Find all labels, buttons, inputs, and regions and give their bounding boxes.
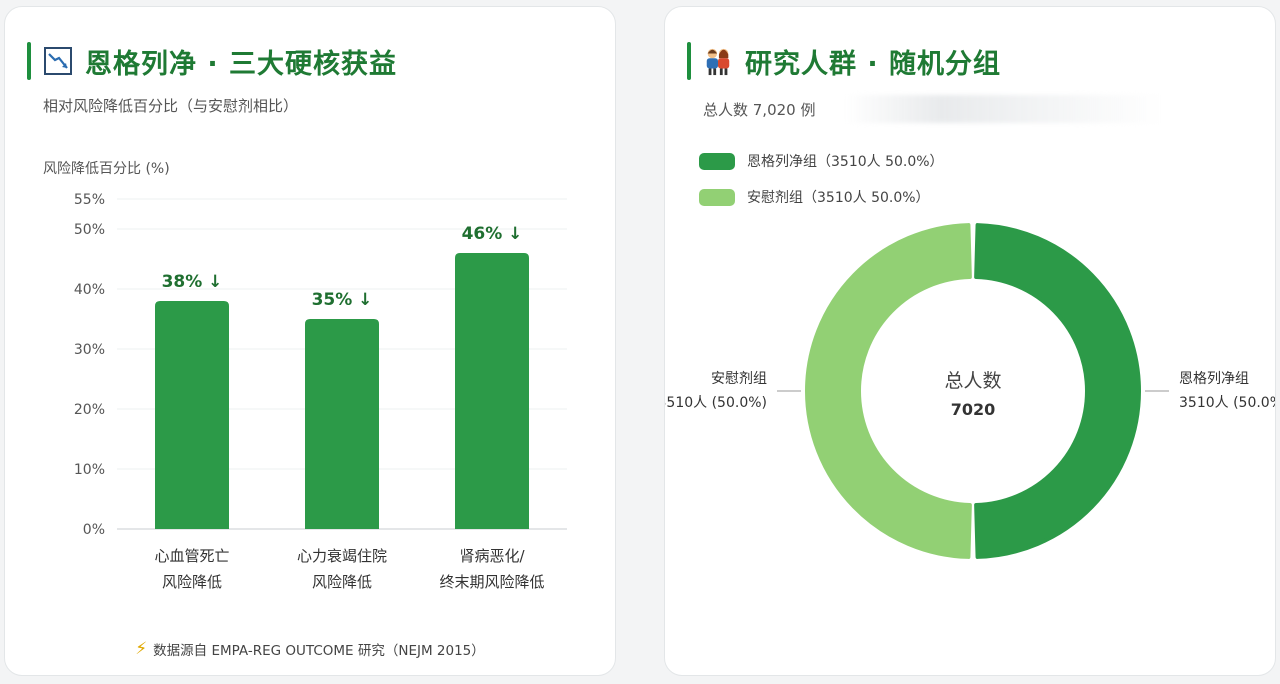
title-accent-bar [687, 42, 691, 80]
x-category-label: 肾病恶化/ [459, 547, 525, 565]
bar-value-label: 38% ↓ [162, 272, 223, 292]
x-category-label: 心血管死亡 [154, 547, 229, 565]
bar [155, 301, 229, 529]
left-card-title: 恩格列净 · 三大硬核获益 [85, 48, 398, 80]
bar [455, 253, 529, 529]
right-card: 研究人群 · 随机分组 总人数 7,020 例 恩格列净组（3510人 50.0… [664, 6, 1276, 676]
right-card-title: 研究人群 · 随机分组 [745, 48, 1002, 80]
title-accent-bar [27, 42, 31, 80]
bar-chart: 风险降低百分比 (%) 0% 10% 20% 30% 40% 50% 55% 38% ↓ 心血管死… [43, 161, 567, 591]
right-card-subtitle: 总人数 7,020 例 [703, 101, 816, 119]
data-source-note: ⚡ 数据源自 EMPA-REG OUTCOME 研究（NEJM 2015） [5, 639, 615, 659]
legend-label-placebo: 安慰剂组（3510人 50.0%） [747, 190, 930, 206]
bar [305, 319, 379, 529]
y-tick-label: 0% [83, 522, 105, 538]
y-tick-label: 30% [74, 342, 105, 358]
legend-item-placebo: 安慰剂组（3510人 50.0%） [699, 179, 944, 215]
data-source-text: 数据源自 EMPA-REG OUTCOME 研究（NEJM 2015） [153, 643, 485, 659]
bar-value-label: 46% ↓ [462, 224, 523, 244]
left-card: 恩格列净 · 三大硬核获益 相对风险降低百分比（与安慰剂相比） 风险降低百分比 … [4, 6, 616, 676]
right-title-row: 研究人群 · 随机分组 [687, 41, 1001, 81]
legend-label-empagliflozin: 恩格列净组（3510人 50.0%） [747, 154, 944, 170]
people-icon [703, 46, 733, 76]
blurred-region [845, 95, 1165, 123]
callout-label-right: 3510人 (50.0%) [1179, 395, 1276, 411]
y-tick-label: 20% [74, 402, 105, 418]
y-tick-label: 40% [74, 282, 105, 298]
donut-slice [974, 223, 1141, 559]
x-category-label: 心力衰竭住院 [297, 547, 387, 565]
callout-label-left: 安慰剂组 [711, 370, 767, 387]
y-tick-label: 50% [74, 222, 105, 238]
callout-label-right: 恩格列净组 [1179, 371, 1249, 387]
y-tick-label: 55% [74, 192, 105, 208]
y-tick-label: 10% [74, 462, 105, 478]
donut-center-value: 7020 [951, 400, 996, 419]
donut-slice [805, 223, 972, 559]
legend-swatch-empagliflozin [699, 152, 735, 170]
donut-chart: 总人数 7020 安慰剂组 3510人 (50.0%) 恩格列净组 3510人 (50.0… [665, 223, 1276, 559]
legend-swatch-placebo [699, 188, 735, 206]
x-category-label: 终末期风险降低 [439, 573, 544, 591]
legend-item-empagliflozin: 恩格列净组（3510人 50.0%） [699, 143, 944, 179]
bar-value-label: 35% ↓ [312, 290, 373, 310]
callout-label-left: 3510人 (50.0%) [665, 395, 767, 411]
donut-center-label: 总人数 [944, 370, 1001, 392]
chart-trend-down-icon [43, 46, 73, 76]
left-title-row: 恩格列净 · 三大硬核获益 [27, 41, 397, 81]
x-category-label: 风险降低 [162, 573, 222, 591]
donut-legend: 恩格列净组（3510人 50.0%） 安慰剂组（3510人 50.0%） [699, 143, 944, 215]
x-category-label: 风险降低 [312, 573, 372, 591]
left-card-subtitle: 相对风险降低百分比（与安慰剂相比） [43, 97, 299, 115]
y-axis-label: 风险降低百分比 (%) [43, 161, 170, 177]
lightning-icon: ⚡ [135, 639, 148, 659]
